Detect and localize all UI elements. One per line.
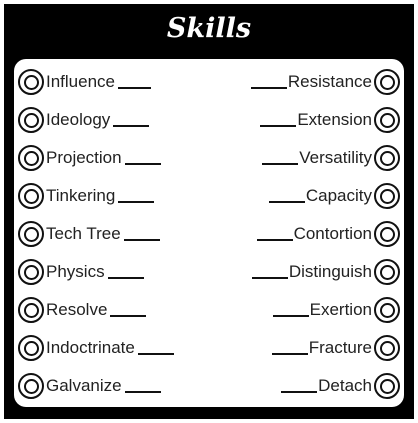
skill-checkbox-icon[interactable] [18,297,44,323]
left-skill: Ideology [18,103,150,137]
skill-label: Capacity [305,186,372,205]
skill-checkbox-icon[interactable] [374,107,400,133]
skill-row: Galvanize Detach [14,369,404,403]
skill-checkbox-icon[interactable] [374,297,400,323]
skill-row: Indoctrinate Fracture [14,331,404,365]
skill-label: Exertion [309,300,372,319]
right-skill: Versatility [262,141,400,175]
skill-label: Projection [46,148,122,167]
skill-entry-line[interactable] [124,391,161,393]
skill-checkbox-icon[interactable] [374,145,400,171]
left-skill: Resolve [18,293,147,327]
skill-label: Fracture [308,338,372,357]
skill-entry-line[interactable] [268,201,305,203]
skill-checkbox-icon[interactable] [374,335,400,361]
skill-checkbox-icon[interactable] [18,145,44,171]
skill-label: Versatility [299,148,372,167]
skill-label: Ideology [46,110,111,129]
skill-checkbox-icon[interactable] [374,183,400,209]
skills-card: Skills Influence Resistance Ideology [4,4,414,419]
skill-entry-line[interactable] [250,87,287,89]
skill-label: Tinkering [46,186,116,205]
skill-entry-line[interactable] [260,125,297,127]
skill-label: Resolve [46,300,108,319]
right-skill: Contortion [256,217,400,251]
skill-entry-line[interactable] [123,239,160,241]
skill-label: Extension [297,110,372,129]
skill-label: Galvanize [46,376,122,395]
card-title: Skills [166,13,252,44]
right-skill: Exertion [272,293,400,327]
skill-label: Contortion [293,224,372,243]
skill-entry-line[interactable] [281,391,318,393]
skill-checkbox-icon[interactable] [18,69,44,95]
skill-entry-line[interactable] [110,315,147,317]
right-skill: Extension [260,103,400,137]
skill-checkbox-icon[interactable] [374,259,400,285]
skill-entry-line[interactable] [107,277,144,279]
left-skill: Galvanize [18,369,161,403]
skill-label: Indoctrinate [46,338,135,357]
skill-checkbox-icon[interactable] [18,221,44,247]
skill-row: Projection Versatility [14,141,404,175]
skill-label: Resistance [287,72,372,91]
skill-checkbox-icon[interactable] [18,183,44,209]
skill-entry-line[interactable] [271,353,308,355]
skill-row: Influence Resistance [14,65,404,99]
left-skill: Influence [18,65,151,99]
skill-row: Tech Tree Contortion [14,217,404,251]
left-skill: Tech Tree [18,217,160,251]
right-skill: Fracture [271,331,400,365]
skill-row: Physics Distinguish [14,255,404,289]
right-skill: Resistance [250,65,400,99]
left-skill: Tinkering [18,179,155,213]
skill-entry-line[interactable] [113,125,150,127]
skill-checkbox-icon[interactable] [374,221,400,247]
left-skill: Indoctrinate [18,331,174,365]
skill-entry-line[interactable] [251,277,288,279]
skill-checkbox-icon[interactable] [374,373,400,399]
skill-entry-line[interactable] [118,87,151,89]
skill-label: Distinguish [288,262,372,281]
skill-entry-line[interactable] [262,163,299,165]
skill-checkbox-icon[interactable] [374,69,400,95]
right-skill: Distinguish [251,255,400,289]
skill-label: Physics [46,262,105,281]
skill-label: Tech Tree [46,224,121,243]
right-skill: Detach [281,369,400,403]
skill-checkbox-icon[interactable] [18,373,44,399]
skills-panel: Influence Resistance Ideology Extension [14,59,404,407]
skill-row: Ideology Extension [14,103,404,137]
skill-entry-line[interactable] [124,163,161,165]
skill-label: Detach [318,376,372,395]
skill-checkbox-icon[interactable] [18,259,44,285]
skill-label: Influence [46,72,115,91]
skill-entry-line[interactable] [256,239,293,241]
skill-entry-line[interactable] [137,353,174,355]
skill-row: Resolve Exertion [14,293,404,327]
skill-checkbox-icon[interactable] [18,107,44,133]
right-skill: Capacity [268,179,400,213]
left-skill: Projection [18,141,161,175]
skill-entry-line[interactable] [272,315,309,317]
skill-checkbox-icon[interactable] [18,335,44,361]
left-skill: Physics [18,255,144,289]
skill-entry-line[interactable] [118,201,155,203]
skill-row: Tinkering Capacity [14,179,404,213]
